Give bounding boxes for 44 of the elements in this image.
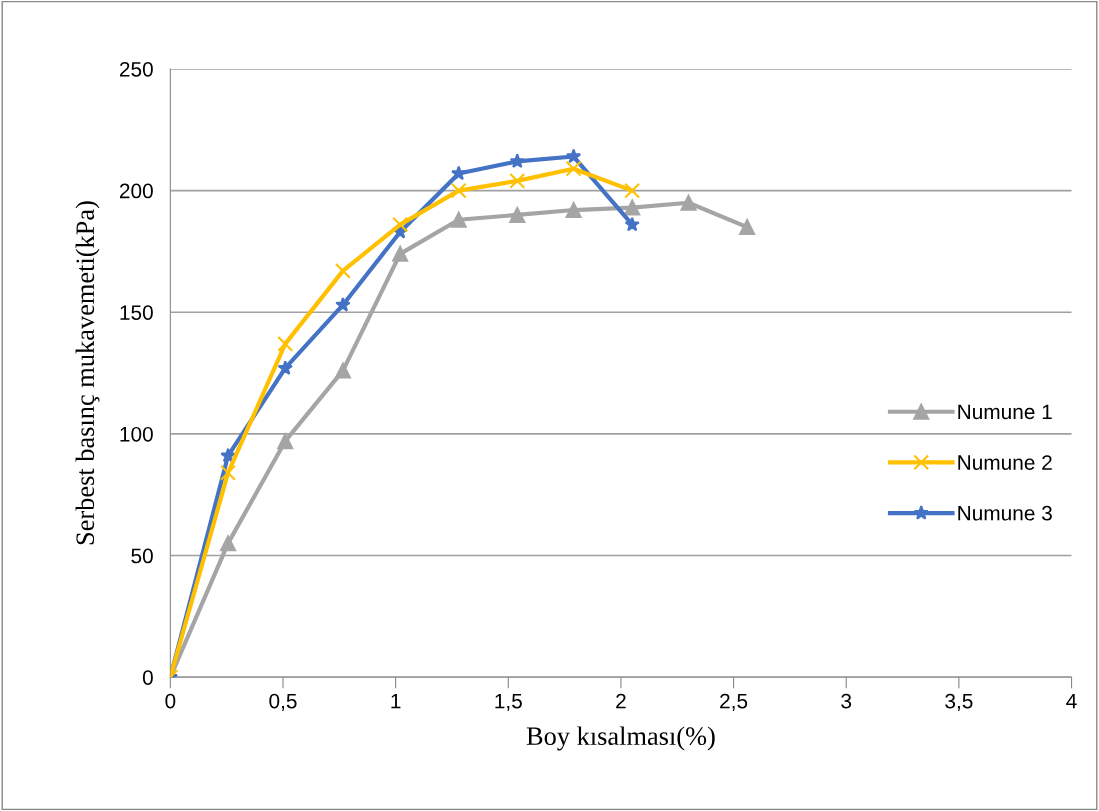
y-tick-label: 150 bbox=[120, 305, 153, 320]
y-tick-label: 200 bbox=[119, 183, 153, 199]
x-tick-label: 3 bbox=[841, 693, 852, 709]
point bbox=[624, 216, 640, 232]
point bbox=[277, 360, 293, 375]
point bbox=[450, 211, 467, 228]
x-tick-label: 0 bbox=[165, 693, 176, 709]
point bbox=[334, 362, 351, 379]
point bbox=[451, 165, 467, 181]
point bbox=[220, 464, 237, 481]
x-tick-label: 0,5 bbox=[269, 693, 297, 711]
y-tick-label: 250 bbox=[119, 61, 153, 77]
x-tick-label: 3,5 bbox=[945, 693, 973, 711]
point bbox=[392, 216, 409, 233]
point bbox=[334, 262, 351, 279]
point bbox=[392, 245, 409, 262]
point bbox=[277, 335, 294, 352]
point bbox=[335, 296, 351, 312]
point bbox=[565, 160, 582, 177]
point bbox=[450, 182, 467, 199]
point bbox=[509, 172, 526, 189]
point bbox=[509, 206, 526, 223]
point bbox=[277, 433, 294, 450]
x-tick-label: 2 bbox=[616, 693, 626, 709]
x-tick-label: 1,5 bbox=[495, 693, 522, 711]
point bbox=[680, 194, 697, 211]
legend-label: Numune 3 bbox=[958, 505, 1052, 521]
x-tick-label: 1 bbox=[391, 693, 401, 709]
x-tick-label: 4 bbox=[1066, 693, 1077, 709]
point bbox=[624, 199, 641, 216]
x-tick-label: 2,5 bbox=[720, 693, 748, 711]
y-tick-label: 100 bbox=[120, 426, 153, 442]
point bbox=[565, 148, 582, 164]
point bbox=[509, 153, 525, 169]
legend-label: Numune 1 bbox=[958, 404, 1052, 420]
point bbox=[624, 182, 641, 199]
y-tick-label: 50 bbox=[131, 548, 153, 564]
y-axis-title: Serbest basınç mukavemeti(kPa) bbox=[75, 201, 100, 545]
legend-label: Numune 2 bbox=[958, 455, 1052, 470]
point bbox=[220, 535, 237, 552]
point bbox=[565, 202, 582, 219]
point bbox=[739, 219, 756, 236]
x-axis-title: Boy kısalması(%) bbox=[526, 726, 715, 751]
y-tick-label: 0 bbox=[142, 670, 153, 685]
